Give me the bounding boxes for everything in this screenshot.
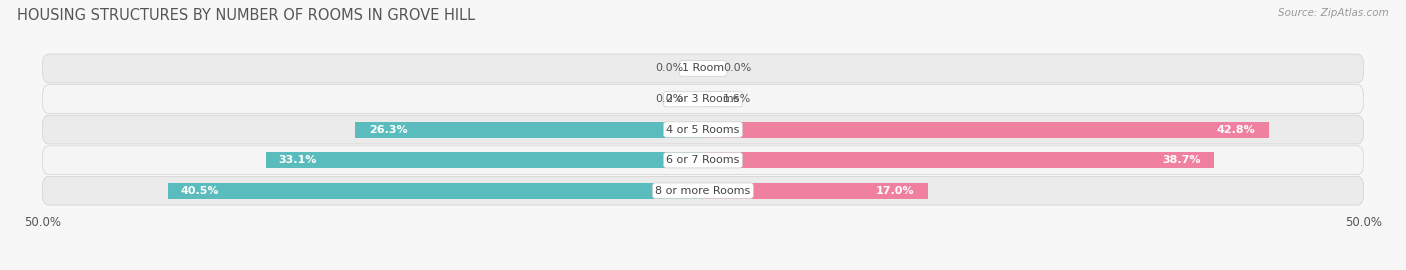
Bar bbox=[167, 183, 703, 199]
Text: 17.0%: 17.0% bbox=[876, 186, 914, 196]
Bar bbox=[356, 122, 703, 137]
Text: 6 or 7 Rooms: 6 or 7 Rooms bbox=[666, 155, 740, 165]
Bar bbox=[703, 152, 1215, 168]
Bar bbox=[703, 122, 1268, 137]
Text: 42.8%: 42.8% bbox=[1216, 124, 1256, 135]
Text: HOUSING STRUCTURES BY NUMBER OF ROOMS IN GROVE HILL: HOUSING STRUCTURES BY NUMBER OF ROOMS IN… bbox=[17, 8, 475, 23]
Text: 33.1%: 33.1% bbox=[278, 155, 318, 165]
Text: 0.0%: 0.0% bbox=[723, 63, 751, 73]
Text: 8 or more Rooms: 8 or more Rooms bbox=[655, 186, 751, 196]
FancyBboxPatch shape bbox=[42, 146, 1364, 174]
FancyBboxPatch shape bbox=[42, 54, 1364, 83]
Text: 1.6%: 1.6% bbox=[723, 94, 751, 104]
FancyBboxPatch shape bbox=[42, 176, 1364, 205]
Text: 4 or 5 Rooms: 4 or 5 Rooms bbox=[666, 124, 740, 135]
Text: 0.0%: 0.0% bbox=[655, 94, 683, 104]
Text: 1 Room: 1 Room bbox=[682, 63, 724, 73]
Text: Source: ZipAtlas.com: Source: ZipAtlas.com bbox=[1278, 8, 1389, 18]
Legend: Owner-occupied, Renter-occupied: Owner-occupied, Renter-occupied bbox=[568, 266, 838, 270]
Text: 38.7%: 38.7% bbox=[1163, 155, 1201, 165]
Bar bbox=[703, 183, 928, 199]
Text: 26.3%: 26.3% bbox=[368, 124, 408, 135]
FancyBboxPatch shape bbox=[42, 115, 1364, 144]
Text: 40.5%: 40.5% bbox=[181, 186, 219, 196]
Text: 0.0%: 0.0% bbox=[655, 63, 683, 73]
Bar bbox=[266, 152, 703, 168]
Text: 2 or 3 Rooms: 2 or 3 Rooms bbox=[666, 94, 740, 104]
Bar bbox=[703, 91, 724, 107]
FancyBboxPatch shape bbox=[42, 85, 1364, 113]
